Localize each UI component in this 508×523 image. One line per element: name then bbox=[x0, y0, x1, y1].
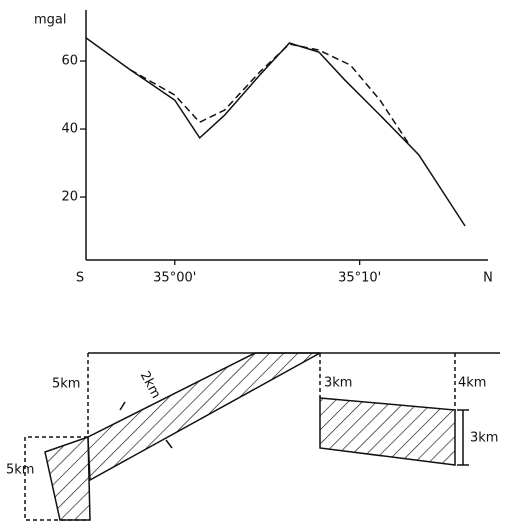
dipping-slab bbox=[87, 352, 321, 482]
arrow bbox=[119, 401, 126, 411]
depth-label: 3km bbox=[324, 376, 352, 391]
depth-label: 5km bbox=[52, 377, 80, 392]
x-end-label: N bbox=[483, 271, 493, 286]
left-block bbox=[44, 435, 91, 521]
depth-label: 4km bbox=[458, 376, 486, 391]
cross-section bbox=[24, 352, 500, 521]
y-axis-label: mgal bbox=[34, 13, 67, 28]
y-tick-label: 20 bbox=[61, 190, 78, 205]
x-end-label: S bbox=[76, 271, 84, 286]
thickness-label: 5km bbox=[6, 463, 34, 478]
data-line bbox=[85, 37, 466, 227]
right-block bbox=[319, 397, 456, 466]
width-label: 2km bbox=[137, 369, 164, 401]
gravity-chart: mgal S N 20 40 60 35°00' 35°10' bbox=[34, 10, 493, 286]
x-tick-label: 35°00' bbox=[153, 271, 196, 286]
x-tick-label: 35°10' bbox=[338, 271, 381, 286]
y-tick-label: 40 bbox=[61, 122, 78, 137]
data-line bbox=[130, 43, 411, 146]
y-tick-label: 60 bbox=[61, 54, 78, 69]
arrow bbox=[165, 439, 173, 449]
thickness-label: 3km bbox=[470, 431, 498, 446]
left-outline bbox=[24, 436, 90, 521]
